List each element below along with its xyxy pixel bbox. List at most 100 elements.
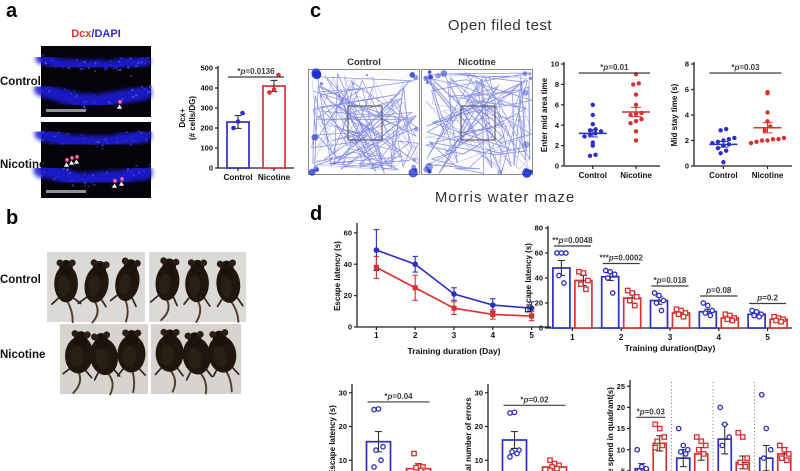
svg-text:10: 10: [339, 456, 347, 465]
svg-text:*p=0.01: *p=0.01: [600, 63, 629, 72]
svg-text:6: 6: [555, 100, 559, 109]
panel-a-row-label-control: Control: [0, 76, 41, 88]
svg-text:*p=0.03: *p=0.03: [731, 63, 760, 72]
svg-text:Control: Control: [223, 173, 252, 182]
svg-text:2: 2: [619, 333, 624, 342]
dcx-micrograph-nicotine: [33, 122, 153, 198]
svg-text:0: 0: [685, 162, 689, 171]
svg-text:200: 200: [200, 124, 213, 133]
mice-photo-control-2: [149, 252, 246, 323]
svg-text:1: 1: [570, 333, 575, 342]
svg-text:*p=0.03: *p=0.03: [637, 407, 666, 416]
svg-text:300: 300: [200, 104, 213, 113]
svg-text:2: 2: [413, 331, 418, 340]
mice-photo-nicotine-2: [151, 324, 241, 395]
svg-text:10: 10: [617, 445, 625, 454]
svg-text:4: 4: [555, 121, 560, 130]
svg-text:20: 20: [617, 403, 625, 412]
svg-text:0: 0: [555, 162, 559, 171]
svg-text:0: 0: [348, 323, 352, 332]
track-title-control: Control: [347, 57, 381, 68]
svg-text:Time spend in quadrant(s): Time spend in quadrant(s): [606, 387, 615, 471]
svg-text:10: 10: [475, 456, 483, 465]
svg-text:500: 500: [200, 64, 213, 73]
svg-text:Training duration (Day): Training duration (Day): [407, 346, 500, 356]
svg-text:8: 8: [555, 80, 559, 89]
svg-text:***p=0.0002: ***p=0.0002: [600, 254, 644, 263]
panel-b-row-label-control: Control: [0, 274, 41, 286]
svg-text:8: 8: [685, 60, 689, 69]
svg-text:4: 4: [717, 333, 722, 342]
svg-text:25: 25: [617, 382, 625, 391]
svg-text:3: 3: [452, 331, 457, 340]
svg-text:15: 15: [617, 424, 625, 433]
open-field-test-title: Open filed test: [447, 17, 553, 34]
svg-text:p=0.08: p=0.08: [705, 286, 732, 295]
dcx-micrograph-control: [34, 46, 152, 117]
svg-text:Control: Control: [579, 171, 607, 180]
svg-text:80: 80: [535, 224, 543, 233]
escape-latency-day-bar-chart: 0 20 40 60 80 Escape latency (s) 1 **p=0.0048 2 *…: [524, 224, 792, 353]
svg-text:40: 40: [344, 260, 352, 269]
mice-photo-control-1: [47, 252, 145, 324]
svg-text:Escape latency (s): Escape latency (s): [333, 241, 342, 311]
svg-text:(# cells/DG): (# cells/DG): [188, 96, 197, 140]
svg-text:10: 10: [551, 60, 559, 69]
svg-text:60: 60: [535, 249, 543, 258]
svg-text:20: 20: [535, 299, 543, 308]
svg-text:40: 40: [535, 274, 543, 283]
svg-text:Mid stay time (s): Mid stay time (s): [670, 83, 679, 146]
svg-text:3: 3: [668, 333, 673, 342]
svg-text:6: 6: [685, 85, 689, 94]
svg-text:**p=0.0048: **p=0.0048: [552, 236, 593, 245]
panel-a-label: a: [6, 0, 18, 22]
mid-stay-time-scatter-chart: 0 2 4 6 8 Mid stay time (s) Control Nicotine *p=…: [670, 60, 792, 180]
svg-text:2: 2: [685, 136, 689, 145]
track-title-nicotine: Nicotine: [458, 57, 496, 68]
dcx-dapi-stain-title: Dcx/DAPI: [41, 28, 151, 40]
panel-d-label: d: [310, 203, 323, 225]
svg-text:5: 5: [765, 333, 770, 342]
svg-text:20: 20: [475, 422, 483, 431]
svg-text:*p=0.02: *p=0.02: [520, 395, 549, 404]
mice-photo-nicotine-1: [60, 324, 148, 396]
svg-text:30: 30: [339, 388, 347, 397]
dcx-count-bar-chart: 0 100 200 300 400 500 Dcx+ (# cells/DG) Control N…: [178, 64, 294, 182]
svg-text:1: 1: [374, 331, 379, 340]
svg-text:5: 5: [529, 331, 534, 340]
svg-text:4: 4: [491, 331, 496, 340]
svg-text:Dcx+: Dcx+: [178, 108, 187, 128]
svg-text:Control: Control: [709, 171, 737, 180]
svg-text:30: 30: [475, 388, 483, 397]
panel-b-label: b: [6, 207, 19, 229]
svg-text:*p=0.04: *p=0.04: [384, 392, 413, 401]
svg-text:Nicotine: Nicotine: [752, 171, 784, 180]
svg-text:0: 0: [209, 164, 213, 173]
dapi-stain-label: /DAPI: [91, 28, 121, 40]
panel-c-label: c: [310, 0, 322, 22]
open-field-track-nicotine: [421, 69, 533, 178]
svg-text:4: 4: [685, 111, 690, 120]
svg-text:100: 100: [200, 144, 213, 153]
svg-text:Total number of errors: Total number of errors: [464, 397, 473, 471]
svg-text:Escape latency (s): Escape latency (s): [524, 243, 533, 313]
svg-text:p=0.2: p=0.2: [756, 294, 778, 303]
svg-text:Training duration(Day): Training duration(Day): [625, 343, 716, 353]
dcx-stain-label: Dcx: [71, 28, 92, 40]
open-field-track-control: [308, 68, 420, 178]
svg-text:Escape latency (s): Escape latency (s): [328, 405, 337, 471]
svg-text:0: 0: [539, 324, 543, 333]
svg-text:Nicotine: Nicotine: [258, 173, 291, 182]
svg-text:20: 20: [344, 291, 352, 300]
svg-text:2: 2: [555, 141, 559, 150]
svg-text:Nicotine: Nicotine: [620, 171, 652, 180]
morris-water-maze-title: Morris water maze: [434, 189, 576, 206]
svg-text:*p=0.018: *p=0.018: [654, 276, 687, 285]
svg-text:*p=0.0136: *p=0.0136: [237, 67, 275, 76]
